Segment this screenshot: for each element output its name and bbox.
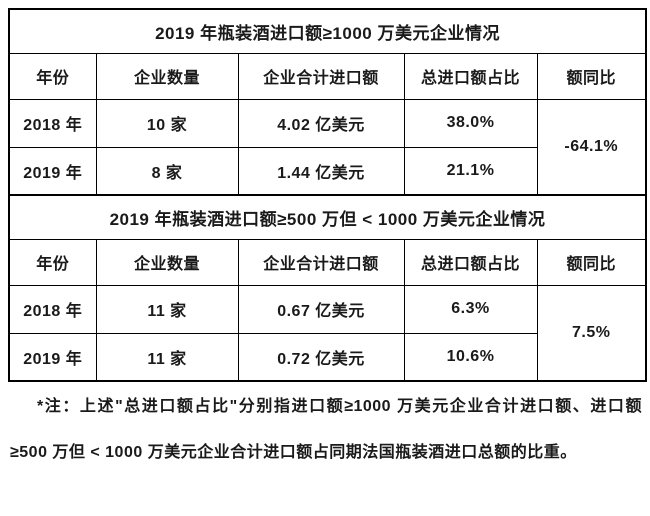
cell-year: 2019 年 xyxy=(8,332,97,382)
header-yoy: 额同比 xyxy=(536,238,647,286)
table-header-row: 年份 企业数量 企业合计进口额 总进口额占比 额同比 xyxy=(8,238,647,286)
cell-import-amount: 0.72 亿美元 xyxy=(237,332,405,382)
cell-import-share: 21.1% xyxy=(403,146,538,196)
header-total-import-amount: 企业合计进口额 xyxy=(237,52,405,100)
cell-year: 2018 年 xyxy=(8,284,97,334)
table-row: 2018 年 11 家 0.67 亿美元 6.3% 7.5% xyxy=(8,284,647,382)
cell-import-amount: 4.02 亿美元 xyxy=(237,98,405,148)
table-row: 2019 年 11 家 0.72 亿美元 10.6% xyxy=(8,332,646,382)
header-total-import-amount: 企业合计进口额 xyxy=(237,238,405,286)
cell-year: 2018 年 xyxy=(8,98,97,148)
cell-import-share: 6.3% xyxy=(403,284,538,334)
cell-year: 2019 年 xyxy=(8,146,97,196)
table-import-over-1000w: 2019 年瓶装酒进口额≥1000 万美元企业情况 年份 企业数量 企业合计进口… xyxy=(8,8,648,196)
table-row: 2019 年 8 家 1.44 亿美元 21.1% xyxy=(8,146,646,196)
cell-yoy-merged: -64.1% xyxy=(536,98,647,196)
table-import-500w-to-1000w: 2019 年瓶装酒进口额≥500 万但 < 1000 万美元企业情况 年份 企业… xyxy=(8,194,647,382)
table-title: 2019 年瓶装酒进口额≥1000 万美元企业情况 xyxy=(8,8,647,54)
table-title-row: 2019 年瓶装酒进口额≥500 万但 < 1000 万美元企业情况 xyxy=(8,194,647,240)
header-import-share: 总进口额占比 xyxy=(403,238,538,286)
header-company-count: 企业数量 xyxy=(95,238,239,286)
table-row: 2018 年 10 家 4.02 亿美元 38.0% -64.1% xyxy=(8,98,647,196)
header-yoy: 额同比 xyxy=(536,52,647,100)
header-year: 年份 xyxy=(8,52,97,100)
table-title: 2019 年瓶装酒进口额≥500 万但 < 1000 万美元企业情况 xyxy=(8,194,647,240)
header-company-count: 企业数量 xyxy=(95,52,239,100)
document-page: 2019 年瓶装酒进口额≥1000 万美元企业情况 年份 企业数量 企业合计进口… xyxy=(0,8,650,516)
cell-import-share: 38.0% xyxy=(403,98,538,148)
footnote-text: *注：上述"总进口额占比"分别指进口额≥1000 万美元企业合计进口额、进口额≥… xyxy=(10,398,642,461)
cell-import-amount: 1.44 亿美元 xyxy=(237,146,405,196)
header-year: 年份 xyxy=(8,238,97,286)
cell-company-count: 11 家 xyxy=(95,284,239,334)
table-title-row: 2019 年瓶装酒进口额≥1000 万美元企业情况 xyxy=(8,8,647,54)
cell-company-count: 11 家 xyxy=(95,332,239,382)
cell-import-amount: 0.67 亿美元 xyxy=(237,284,405,334)
table-header-row: 年份 企业数量 企业合计进口额 总进口额占比 额同比 xyxy=(8,52,647,100)
cell-yoy-merged: 7.5% xyxy=(536,284,647,382)
cell-company-count: 8 家 xyxy=(95,146,239,196)
cell-import-share: 10.6% xyxy=(403,332,538,382)
cell-company-count: 10 家 xyxy=(95,98,239,148)
header-import-share: 总进口额占比 xyxy=(403,52,538,100)
